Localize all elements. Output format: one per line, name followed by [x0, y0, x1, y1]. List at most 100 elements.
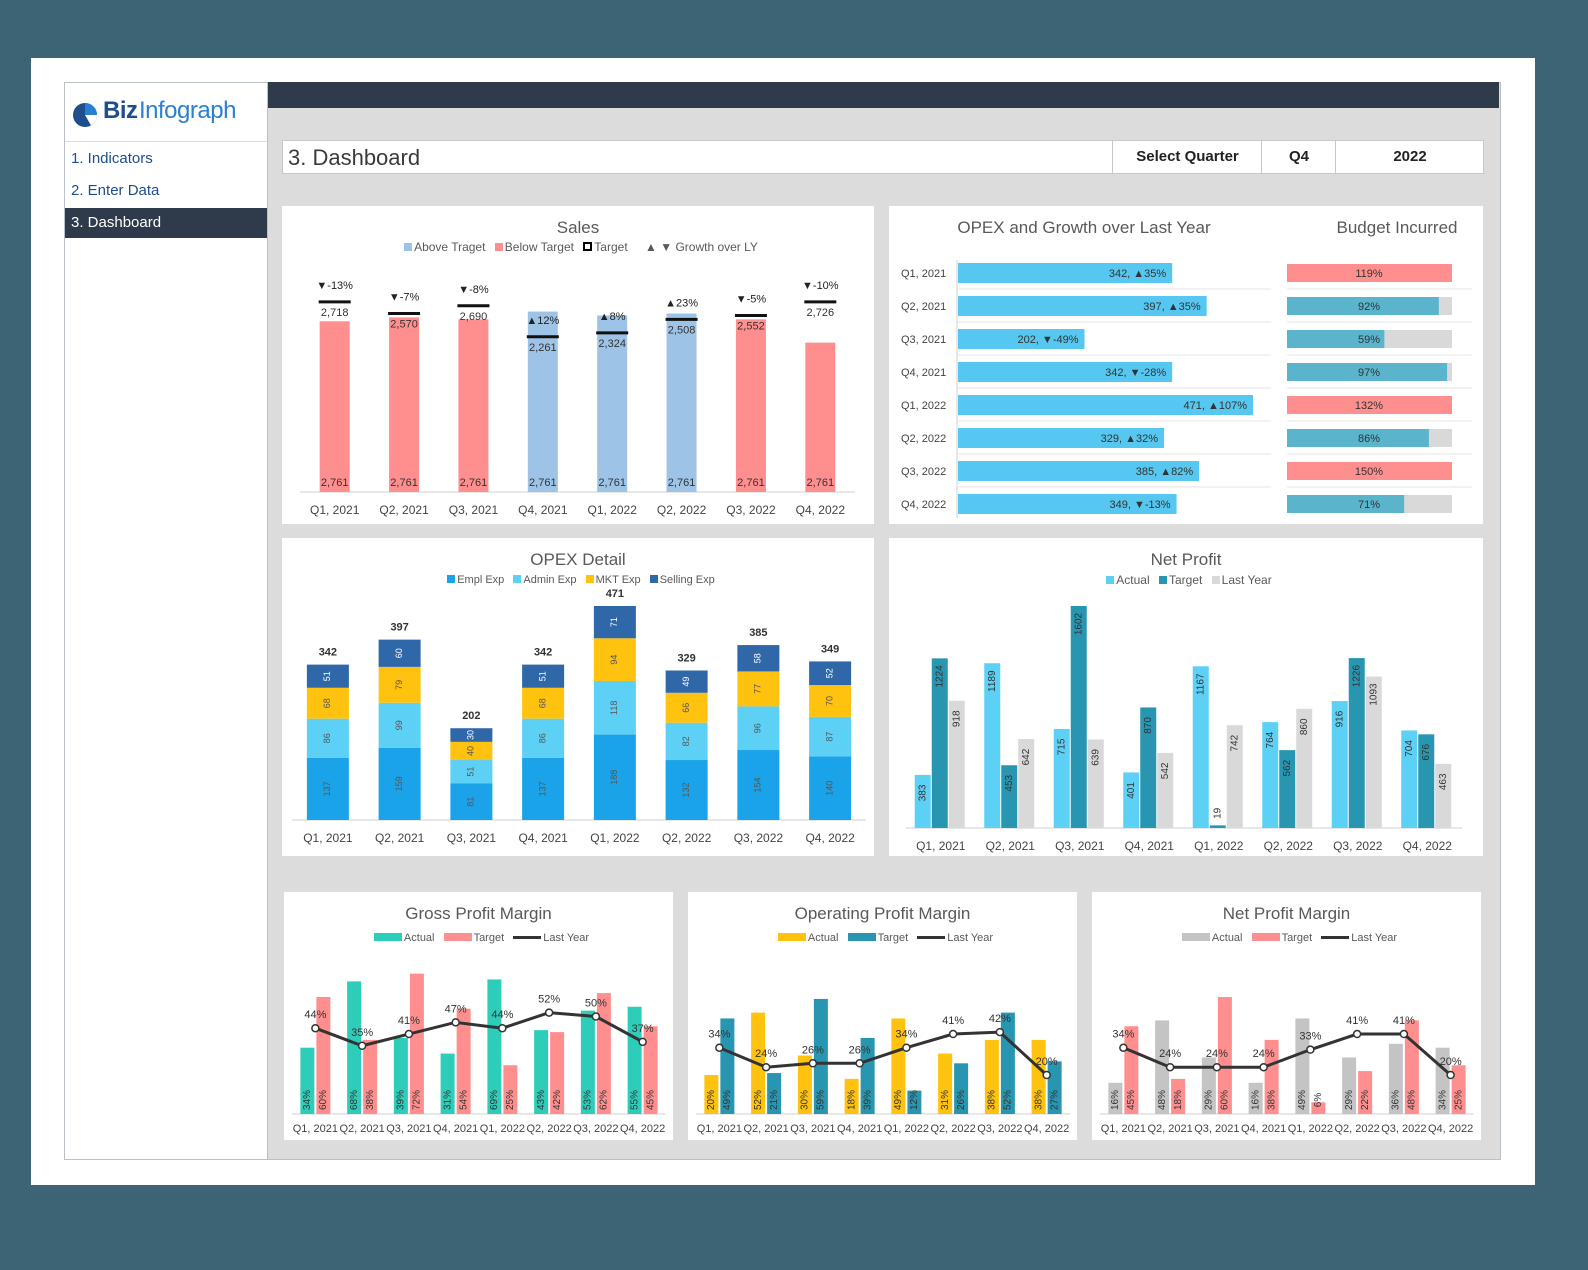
opex-detail-total-label: 471	[606, 588, 624, 600]
sales-value-label: 2,761	[668, 477, 696, 489]
net-profit-category-label: Q1, 2021	[916, 839, 966, 853]
svg-npm-target-bar	[1217, 997, 1232, 1114]
budget-value-label: 119%	[1355, 268, 1383, 280]
budget-title: Budget Incurred	[1336, 218, 1458, 237]
svg-gpm-actual-bar	[534, 1030, 549, 1114]
svg-gpm-actual-label: 69%	[489, 1090, 500, 1110]
opex-detail-segment	[737, 750, 780, 820]
svg-opm-target-bar	[1047, 1061, 1062, 1114]
opex-detail-segment	[593, 606, 636, 639]
sales-growth-label: ▼-10%	[802, 280, 839, 292]
select-quarter-label: Select Quarter	[1112, 141, 1262, 173]
legend-swatch-target	[583, 242, 593, 251]
opex-detail-segment-label: 188	[609, 770, 619, 785]
opex-detail-segment-label: 96	[753, 723, 763, 733]
nav-item-enter-data[interactable]: 2. Enter Data	[71, 182, 160, 199]
opex-detail-segment-label: 58	[753, 653, 763, 663]
legend-swatch-np-actual	[1106, 576, 1115, 584]
sales-growth-label: ▼-7%	[389, 292, 420, 304]
net-profit-value-label: 916	[1334, 710, 1345, 727]
svg-opm-category-label: Q1, 2022	[884, 1123, 929, 1135]
svg-npm-actual-bar	[1155, 1020, 1170, 1114]
svg-gpm-lastyear-point	[451, 1018, 460, 1027]
opex-detail-segment-label: 71	[609, 617, 619, 627]
legend-swatch-opm-target	[847, 933, 876, 941]
sales-bar	[666, 313, 697, 492]
net-profit-bar	[1123, 772, 1140, 828]
sales-category-label: Q3, 2021	[449, 503, 499, 517]
year-select[interactable]: 2022	[1335, 141, 1484, 173]
net-profit-bar	[1192, 666, 1209, 828]
opex-detail-segment-label: 118	[609, 701, 619, 715]
net-profit-bar	[1087, 739, 1104, 828]
legend-swatch-np-target	[1158, 576, 1167, 584]
svg-opm-lastyear-label: 42%	[989, 1013, 1011, 1025]
opex-detail-segment-label: 60	[394, 648, 404, 658]
legend-label-below: Below Target	[504, 240, 574, 254]
svg-npm-category-label: Q1, 2021	[1101, 1123, 1146, 1135]
net-profit-value-label: 870	[1143, 717, 1154, 734]
svg-gpm-actual-label: 34%	[302, 1090, 313, 1110]
opex-detail-category-label: Q1, 2022	[590, 831, 640, 845]
opex-detail-segment-label: 40	[466, 746, 476, 756]
svg-npm-category-label: Q2, 2021	[1147, 1123, 1192, 1135]
opex-detail-chart: 137 86 68 51 342 Q1, 2021 159 99 79 60 397 Q2, 2021…	[292, 588, 866, 845]
gpm-chart: 34% 60% Q1, 2021 68% 38% Q2, 2021 39% 72% Q3, 20…	[292, 973, 666, 1135]
legend-label-gpm-actual: Actual	[403, 932, 435, 944]
svg-gpm-target-label: 38%	[365, 1090, 376, 1110]
legend-swatch-below	[494, 243, 503, 251]
legend-swatch-np-ly	[1211, 576, 1220, 584]
opex-detail-segment	[737, 645, 780, 672]
net-profit-value-label: 19	[1212, 807, 1223, 819]
quarter-select[interactable]: Q4	[1261, 141, 1336, 173]
net-profit-bar	[914, 774, 931, 828]
sidebar: Biz Infograph 1. Indicators 2. Enter Dat…	[64, 82, 268, 1160]
svg-gpm-lastyear-label: 52%	[538, 994, 560, 1006]
opex-detail-total-label: 385	[749, 627, 767, 639]
opex-detail-segment	[306, 718, 349, 758]
net-profit-value-label: 1093	[1368, 683, 1379, 706]
svg-npm-target-bar	[1358, 1071, 1373, 1114]
opex-detail-category-label: Q2, 2021	[375, 831, 425, 845]
svg-gpm-target-bar	[550, 1032, 565, 1114]
sales-legend: Above Traget Below Target Target ▲ ▼ Gro…	[282, 240, 874, 254]
svg-gpm-category-label: Q2, 2022	[526, 1123, 571, 1135]
budget-bar	[1287, 363, 1448, 381]
opex-growth-chart: Q1, 2021 342, ▲35% 119% Q2, 2021 397, ▲35% 92…	[901, 260, 1472, 518]
svg-npm-category-label: Q2, 2022	[1334, 1123, 1379, 1135]
svg-gpm-actual-label: 39%	[396, 1090, 407, 1110]
budget-bar	[1287, 429, 1429, 447]
opex-growth-category-label: Q4, 2022	[901, 499, 946, 511]
top-bar	[268, 82, 1499, 108]
opex-growth-value-label: 342, ▲35%	[1109, 268, 1167, 280]
sales-target-label: 2,726	[807, 307, 835, 319]
net-profit-value-label: 383	[917, 784, 928, 801]
svg-gpm-target-label: 60%	[318, 1090, 329, 1110]
net-profit-value-label: 715	[1056, 738, 1067, 755]
net-profit-bar	[1262, 722, 1279, 828]
legend-label-opm-ly: Last Year	[947, 932, 994, 944]
opex-detail-segment-label: 51	[322, 671, 332, 681]
svg-npm-category-label: Q4, 2022	[1428, 1123, 1473, 1135]
legend-label-admin: Admin Exp	[523, 574, 577, 586]
sales-value-label: 2,761	[390, 477, 418, 489]
opex-detail-segment-label: 70	[825, 696, 835, 706]
sales-target-label: 2,552	[737, 320, 765, 332]
opex-growth-value-label: 349, ▼-13%	[1110, 499, 1171, 511]
svg-npm-category-label: Q1, 2022	[1288, 1123, 1333, 1135]
opex-growth-bar	[958, 428, 1165, 448]
opex-detail-segment-label: 132	[681, 782, 691, 797]
opex-detail-segment	[737, 706, 780, 751]
opex-detail-segment	[665, 692, 708, 723]
nav-item-indicators[interactable]: 1. Indicators	[71, 150, 153, 167]
sales-value-label: 2,761	[321, 477, 349, 489]
nav-item-dashboard[interactable]: 3. Dashboard	[65, 208, 267, 238]
sales-growth-label: ▲23%	[665, 297, 698, 309]
svg-opm-target-label: 39%	[862, 1090, 873, 1110]
svg-opm-lastyear-label: 41%	[942, 1015, 964, 1027]
svg-npm-target-bar	[1311, 1102, 1326, 1114]
svg-opm-target-bar	[767, 1073, 782, 1114]
svg-npm-target-label: 45%	[1126, 1090, 1137, 1110]
svg-gpm-category-label: Q1, 2021	[293, 1123, 338, 1135]
legend-label-np-actual: Actual	[1116, 573, 1150, 587]
